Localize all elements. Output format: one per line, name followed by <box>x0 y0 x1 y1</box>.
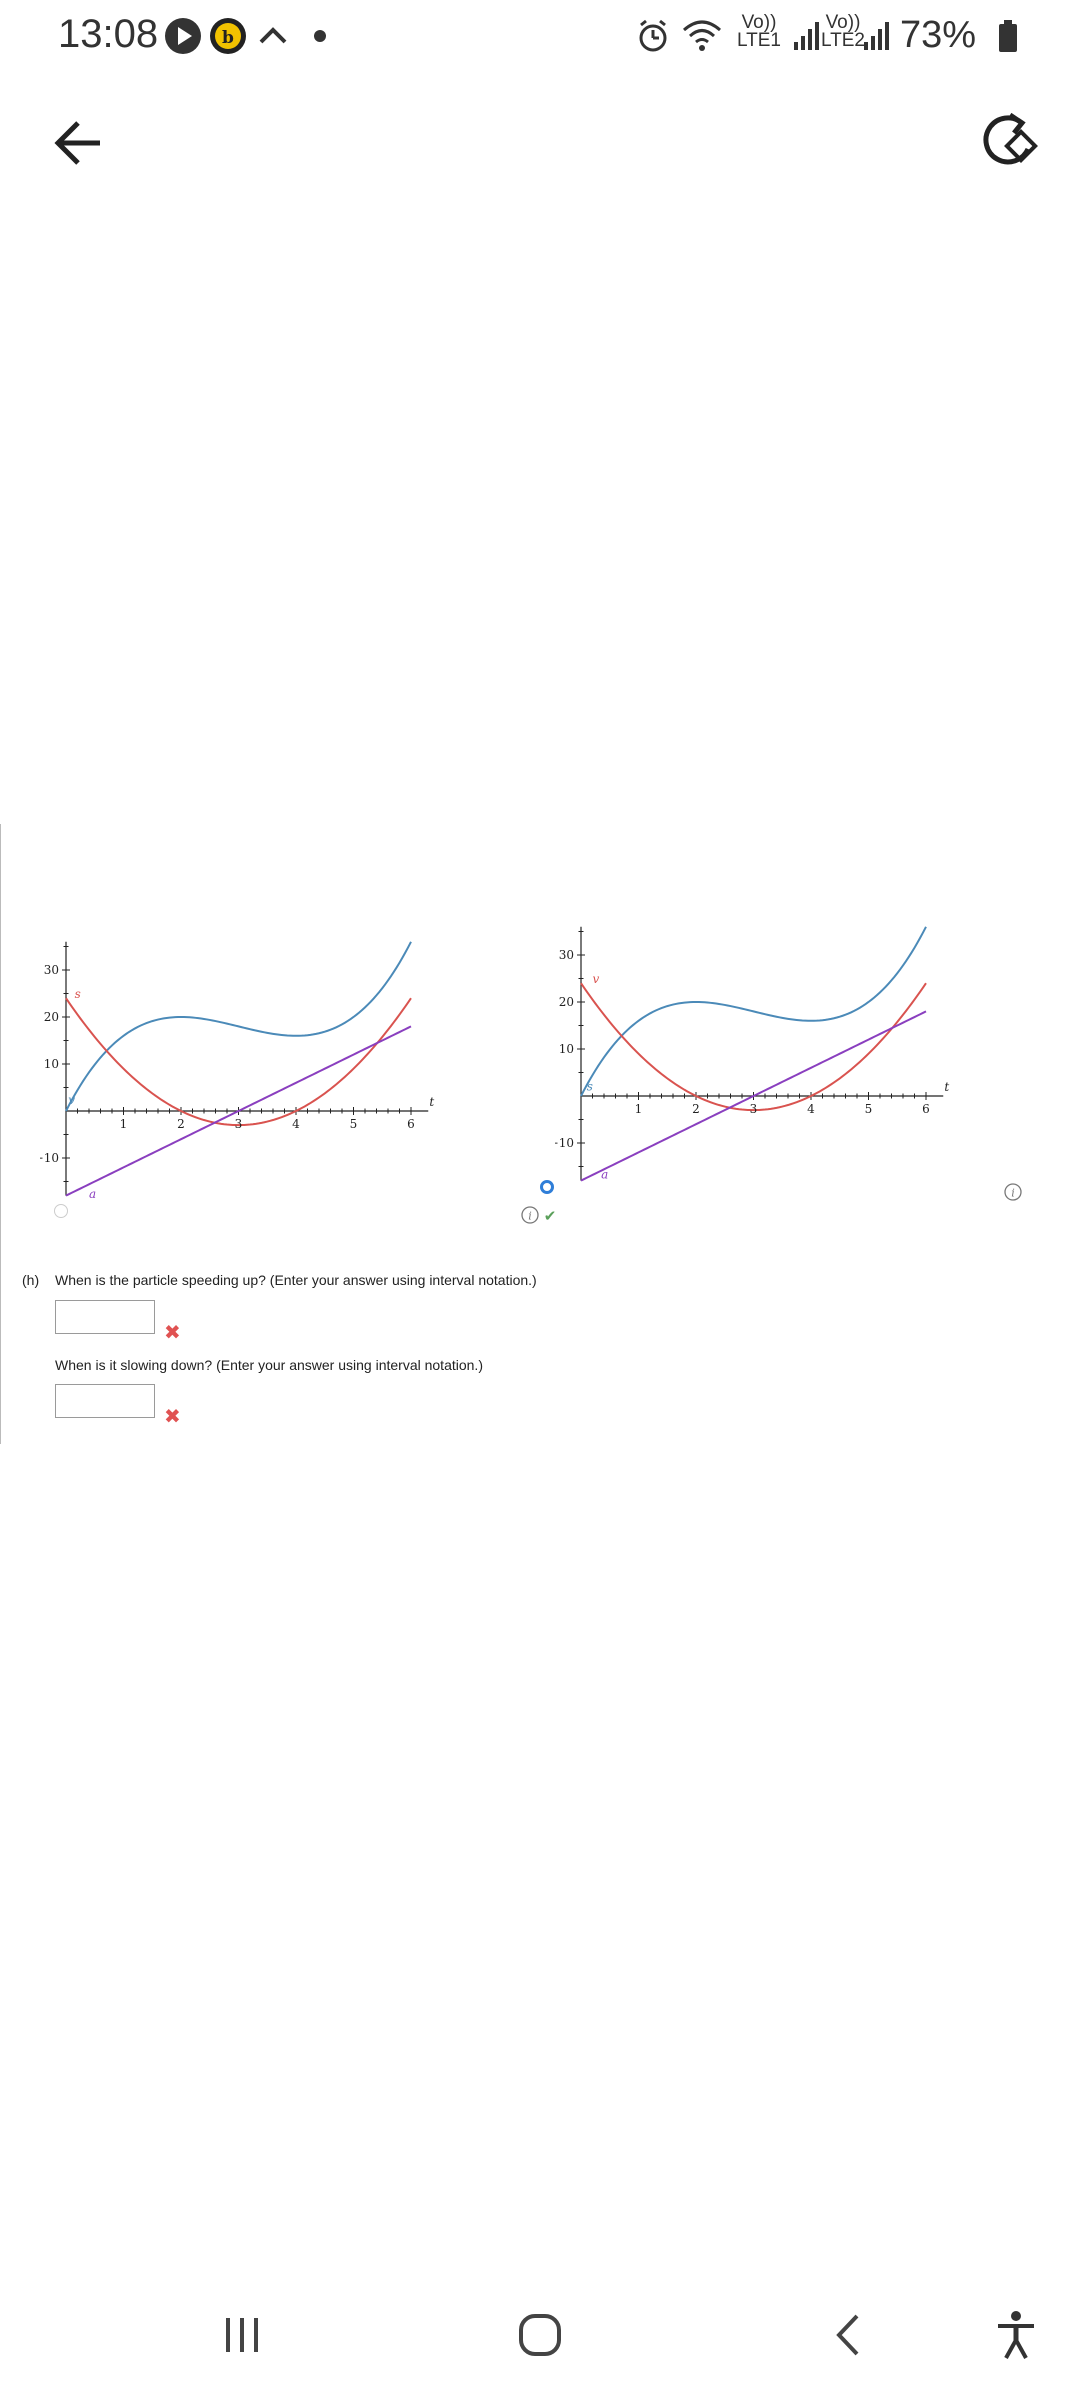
svg-text:i: i <box>1011 1187 1015 1200</box>
wrong-mark-1: ✖ <box>164 1320 181 1344</box>
home-icon[interactable] <box>515 2310 565 2360</box>
x-tick-label: 4 <box>807 1102 815 1116</box>
y-tick-label: 20 <box>44 1010 59 1024</box>
battery-icon <box>999 20 1017 52</box>
speeding-up-input[interactable] <box>55 1300 155 1334</box>
y-tick-label: 10 <box>44 1057 59 1071</box>
y-tick-label: 10 <box>559 1042 574 1056</box>
curve-label-s: s <box>587 1079 593 1093</box>
wifi-icon <box>683 20 721 51</box>
series-line-v <box>65 997 412 1127</box>
x-tick-label: 3 <box>235 1117 243 1131</box>
curve-label-a: a <box>89 1187 96 1201</box>
series-line-a <box>65 1025 412 1197</box>
y-tick-label: 30 <box>44 963 59 977</box>
play-icon <box>165 18 201 54</box>
curve-label-v: v <box>593 972 600 986</box>
alarm-icon <box>639 19 667 52</box>
graph-right: 1 2 3 4 5 6 30 20 10 −10 t v s a <box>555 926 949 1182</box>
x-tick-label: 5 <box>350 1117 358 1131</box>
series-line-s <box>580 926 927 1097</box>
graph-right-curves <box>580 926 927 1182</box>
graph-left-axes <box>62 941 429 1196</box>
top-bar <box>0 95 1080 195</box>
curve-label-a: a <box>601 1167 608 1181</box>
curve-label-v: v <box>68 1093 75 1107</box>
series-line-s <box>65 941 412 1112</box>
x-tick-label: 2 <box>692 1102 700 1116</box>
x-tick-label: 3 <box>750 1102 758 1116</box>
y-tick-label: 20 <box>559 995 574 1009</box>
lte1-indicator: Vo)) LTE1 <box>736 12 781 51</box>
signal-icon <box>794 22 819 50</box>
graph-left-labels: 1 2 3 4 5 6 30 20 10 −10 t s v a <box>40 963 434 1201</box>
svg-text:b: b <box>222 28 234 48</box>
x-tick-label: 4 <box>292 1117 300 1131</box>
x-tick-label: 1 <box>120 1117 128 1131</box>
content-border <box>0 824 1 1444</box>
question-label: (h) <box>22 1272 40 1288</box>
battery-percent: 73% <box>900 14 977 56</box>
status-bar: 13:08 b Vo)) LTE1 Vo)) LTE2 <box>0 0 1080 72</box>
x-tick-label: 5 <box>865 1102 873 1116</box>
y-tick-label: −10 <box>555 1136 574 1150</box>
check-icon: ✔ <box>544 1207 557 1225</box>
lte2-indicator: Vo)) LTE2 <box>820 12 865 51</box>
graph-left-curves <box>65 941 412 1197</box>
radio-option-right-selected[interactable] <box>540 1180 554 1194</box>
y-tick-label: −10 <box>40 1151 59 1165</box>
b-app-icon: b <box>210 18 246 54</box>
signal-icon <box>864 22 889 50</box>
nav-bar <box>0 2290 1080 2400</box>
series-line-v <box>580 982 927 1112</box>
svg-text:i: i <box>528 1210 532 1223</box>
curve-label-s: s <box>75 987 81 1001</box>
info-icon[interactable]: i <box>520 1205 540 1225</box>
x-tick-label: 6 <box>407 1117 415 1131</box>
question-speeding-up: When is the particle speeding up? (Enter… <box>55 1272 537 1288</box>
x-tick-label: 1 <box>635 1102 643 1116</box>
chevron-up-icon <box>259 27 287 44</box>
recent-apps-icon[interactable] <box>218 2310 268 2360</box>
rotate-icon[interactable] <box>978 109 1044 175</box>
slowing-down-input[interactable] <box>55 1384 155 1418</box>
question-slowing-down: When is it slowing down? (Enter your ans… <box>55 1357 483 1373</box>
graph-right-axes <box>577 926 944 1181</box>
back-icon[interactable] <box>825 2310 875 2360</box>
info-icon-right[interactable]: i <box>1003 1182 1023 1202</box>
svg-text:✔: ✔ <box>544 1207 557 1225</box>
x-axis-label: t <box>429 1095 434 1109</box>
graph-right-labels: 1 2 3 4 5 6 30 20 10 −10 t v s a <box>555 948 949 1181</box>
series-line-a <box>580 1010 927 1182</box>
graph-left: 1 2 3 4 5 6 30 20 10 −10 t s v a <box>40 941 434 1201</box>
x-tick-label: 2 <box>177 1117 185 1131</box>
wrong-mark-2: ✖ <box>164 1404 181 1428</box>
x-tick-label: 6 <box>922 1102 930 1116</box>
accessibility-icon[interactable] <box>990 2308 1042 2362</box>
x-axis-label: t <box>944 1080 949 1094</box>
status-time: 13:08 <box>58 12 159 56</box>
dot-icon <box>314 30 326 42</box>
arrow-left-icon[interactable] <box>50 115 106 171</box>
y-tick-label: 30 <box>559 948 574 962</box>
radio-option-left[interactable] <box>54 1204 68 1218</box>
